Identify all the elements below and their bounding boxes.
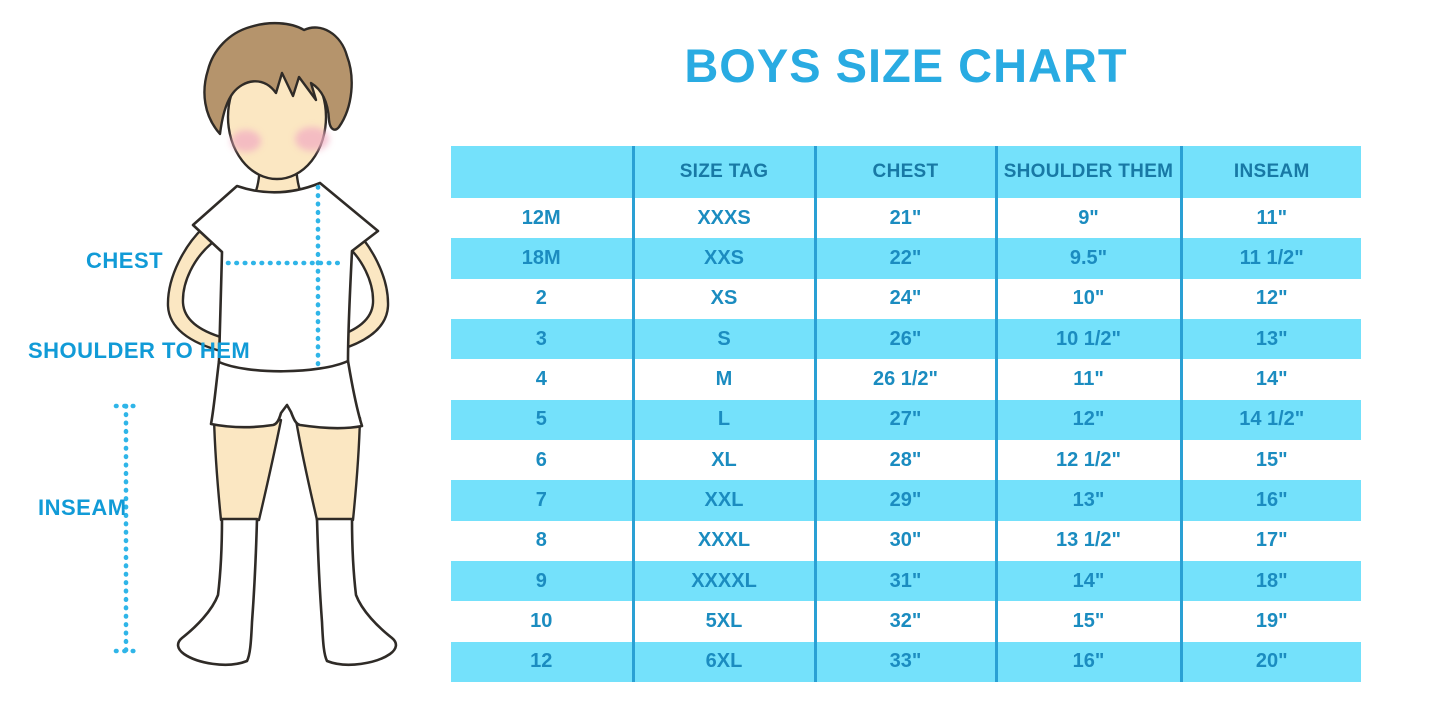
header-row: SIZE TAG CHEST SHOULDER THEM INSEAM [451, 146, 1361, 198]
table-cell: 12 1/2" [994, 439, 1181, 481]
right-cheek-blush [295, 127, 329, 151]
left-cheek-blush [231, 130, 261, 152]
table-cell: 14" [1179, 359, 1361, 400]
table-cell: 17" [1179, 520, 1361, 561]
table-cell: 11" [994, 359, 1181, 400]
table-row: 18M XXS 22" 9.5" 11 1/2" [451, 238, 1361, 279]
table-cell: 16" [994, 641, 1181, 682]
table-cell: 10" [994, 278, 1181, 319]
table-cell: 24" [813, 278, 996, 319]
table-cell: 2 [535, 287, 547, 310]
table-cell: 9 [451, 560, 633, 602]
table-cell: XXXS [631, 198, 815, 239]
table-cell: 6 [535, 448, 547, 471]
table-cell: XXXXL [631, 560, 815, 602]
shoulder-to-hem-label: SHOULDER TO HEM [28, 338, 251, 363]
table-cell: 7 [451, 480, 633, 521]
table-cell: 14" [994, 560, 1181, 602]
table-cell: 22" [813, 238, 996, 279]
table-cell: 11 1/2" [1179, 238, 1361, 279]
table-row: 10 5XL 32" 15" 19" [451, 601, 1361, 642]
table-cell: 32" [813, 601, 996, 642]
inseam-label: INSEAM [38, 495, 127, 520]
table-cell: 11" [1179, 198, 1361, 239]
boy-head [203, 22, 353, 201]
table-cell: 13 1/2" [994, 520, 1181, 561]
table-cell: 26" [813, 318, 996, 360]
shorts-shape [209, 359, 364, 430]
table-row: 5 L 27" 12" 14 1/2" [451, 399, 1361, 440]
right-leg-shape [294, 416, 362, 522]
column-header: SHOULDER THEM [994, 146, 1181, 198]
table-cell: 33" [813, 641, 996, 682]
table-cell: 26 1/2" [813, 359, 996, 400]
table-cell: 12" [1179, 278, 1361, 319]
table-cell: 15" [994, 601, 1181, 642]
table-row: 6 XL 28" 12 1/2" 15" [451, 439, 1361, 481]
table-cell: 31" [813, 560, 996, 602]
column-header: INSEAM [1179, 146, 1361, 198]
table-row: 4 M 26 1/2" 11" 14" [451, 359, 1361, 400]
table-cell: 18M [451, 238, 633, 279]
table-cell: 10 1/2" [994, 318, 1181, 360]
table-cell: 10 [530, 609, 553, 632]
table-cell: XL [631, 439, 815, 481]
page-title: BOYS SIZE CHART [684, 39, 1128, 92]
column-header: CHEST [813, 146, 996, 198]
table-cell: 30" [813, 520, 996, 561]
table-cell: 6XL [631, 641, 815, 682]
table-cell: 13" [994, 480, 1181, 521]
table-cell: 27" [813, 399, 996, 440]
boy-legs [176, 416, 398, 667]
table-cell: 29" [813, 480, 996, 521]
table-cell: 14 1/2" [1179, 399, 1361, 440]
table-row: 2 XS 24" 10" 12" [451, 278, 1361, 319]
size-table: SIZE TAG CHEST SHOULDER THEM INSEAM 12M XXXS… [451, 146, 1361, 682]
table-cell: XS [631, 278, 815, 319]
table-cell: 21" [813, 198, 996, 239]
table-cell: S [631, 318, 815, 360]
table-cell: 16" [1179, 480, 1361, 521]
table-cell: 3 [451, 318, 633, 360]
table-row: 7 XXL 29" 13" 16" [451, 480, 1361, 521]
table-row: 12 6XL 33" 16" 20" [451, 641, 1361, 682]
table-cell: 8 [535, 529, 547, 552]
table-cell: M [631, 359, 815, 400]
table-cell: 28" [813, 439, 996, 481]
table-cell: 12" [994, 399, 1181, 440]
tshirt-shape [191, 181, 380, 373]
table-cell: 12M [521, 206, 561, 229]
table-cell: 20" [1179, 641, 1361, 682]
table-cell: 12 [451, 641, 633, 682]
table-row: 8 XXXL 30" 13 1/2" 17" [451, 520, 1361, 561]
table-row: 9 XXXXL 31" 14" 18" [451, 560, 1361, 602]
table-cell: XXS [631, 238, 815, 279]
table-cell: 5 [451, 399, 633, 440]
table-cell: 15" [1179, 439, 1361, 481]
column-header [451, 146, 633, 198]
table-row: 3 S 26" 10 1/2" 13" [451, 318, 1361, 360]
table-row: 12M XXXS 21" 9" 11" [451, 198, 1361, 239]
table-cell: 5XL [631, 601, 815, 642]
left-sock [176, 517, 259, 667]
table-cell: 9.5" [994, 238, 1181, 279]
table-cell: 4 [535, 367, 547, 390]
size-table-container: SIZE TAG CHEST SHOULDER THEM INSEAM 12M XXXS… [451, 146, 1361, 682]
table-cell: XXL [631, 480, 815, 521]
table-cell: 18" [1179, 560, 1361, 602]
table-cell: 13" [1179, 318, 1361, 360]
chest-label: CHEST [86, 248, 164, 273]
table-body: 12M XXXS 21" 9" 11" 18M XXS 22" 9.5" 11 1/2" 2 XS 24… [451, 198, 1361, 682]
table-cell: 9" [994, 198, 1181, 239]
boy-figure-illustration [113, 22, 398, 667]
table-cell: XXXL [631, 520, 815, 561]
right-sock [315, 517, 398, 667]
measurement-guides [113, 184, 347, 654]
column-header: SIZE TAG [631, 146, 815, 198]
hair-shape [203, 22, 353, 136]
table-cell: L [631, 399, 815, 440]
left-leg-shape [212, 416, 283, 522]
table-cell: 19" [1179, 601, 1361, 642]
